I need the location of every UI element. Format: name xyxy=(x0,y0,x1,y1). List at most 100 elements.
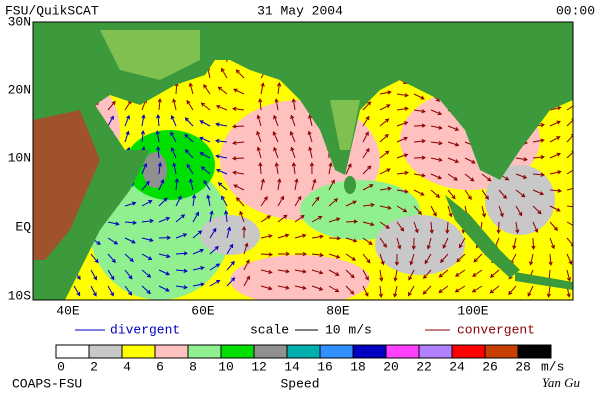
wind-arrow xyxy=(215,154,228,159)
wind-arrow xyxy=(566,269,572,282)
wind-arrow xyxy=(221,195,228,207)
wind-arrow xyxy=(274,98,279,111)
wind-arrow xyxy=(239,210,245,223)
wind-arrow xyxy=(413,139,426,144)
wind-arrow xyxy=(258,161,263,175)
wind-arrow xyxy=(203,179,211,191)
wind-arrow xyxy=(175,233,188,239)
wind-arrow xyxy=(413,93,425,100)
color-box xyxy=(220,344,255,359)
wind-arrow xyxy=(289,130,296,143)
island xyxy=(344,176,356,194)
wind-arrow xyxy=(256,114,262,127)
wind-arrow xyxy=(512,237,517,250)
wind-arrow xyxy=(277,178,282,191)
wind-arrow xyxy=(256,146,262,159)
wind-arrow xyxy=(107,253,116,264)
wind-arrow xyxy=(209,279,221,287)
wind-arrow xyxy=(413,123,427,128)
wind-arrow xyxy=(141,253,153,261)
wind-arrow xyxy=(549,170,562,175)
wind-arrow xyxy=(345,163,352,175)
wind-arrow xyxy=(396,205,408,213)
color-box xyxy=(484,344,519,359)
wind-arrow xyxy=(549,152,561,159)
wind-arrow xyxy=(566,205,573,208)
wind-arrow xyxy=(141,285,151,295)
wind-arrow xyxy=(107,100,116,111)
wind-arrow xyxy=(379,253,385,266)
wind-arrow xyxy=(290,114,296,127)
wind-arrow xyxy=(124,237,136,244)
wind-arrow xyxy=(200,102,211,111)
wind-arrow xyxy=(294,195,302,207)
wind-arrow xyxy=(430,173,443,180)
wind-arrow xyxy=(393,269,398,282)
wind-arrow xyxy=(158,269,170,276)
wind-arrow xyxy=(124,220,137,225)
wind-arrow xyxy=(141,269,152,278)
colorbar-tick-label: 24 xyxy=(449,359,465,374)
wind-arrow xyxy=(496,221,501,235)
wind-arrow xyxy=(124,114,130,127)
wind-arrow xyxy=(515,157,528,162)
wind-arrow xyxy=(192,266,205,271)
wind-arrow xyxy=(200,166,211,175)
wind-arrow xyxy=(170,131,177,143)
wind-arrow xyxy=(272,131,279,143)
wind-arrow xyxy=(396,189,409,194)
legend-scale: scale xyxy=(250,322,289,337)
wind-arrow xyxy=(189,178,194,191)
wind-arrow xyxy=(170,114,177,127)
wind-arrow xyxy=(362,253,371,264)
color-box xyxy=(154,344,189,359)
color-box xyxy=(286,344,321,359)
wind-arrow xyxy=(140,130,146,143)
wind-arrow xyxy=(290,146,296,159)
wind-arrow xyxy=(260,215,272,223)
wind-arrow xyxy=(430,125,443,130)
wind-arrow xyxy=(175,285,188,290)
speed-patch xyxy=(375,215,465,275)
wind-arrow xyxy=(549,120,561,127)
wind-arrow xyxy=(224,210,229,223)
wind-arrow xyxy=(532,205,542,215)
wind-arrow xyxy=(532,221,539,234)
wind-arrow xyxy=(260,269,273,274)
wind-arrow xyxy=(294,233,307,239)
colorbar-tick-label: 20 xyxy=(383,359,399,374)
wind-arrow xyxy=(124,130,130,143)
wind-arrow xyxy=(362,115,370,127)
island xyxy=(445,195,520,278)
wind-arrow xyxy=(141,200,153,207)
lon-label: 60E xyxy=(191,303,215,318)
wind-arrow xyxy=(156,114,161,127)
author: Yan Gu xyxy=(542,375,581,390)
wind-arrow xyxy=(328,236,342,241)
lon-label: 100E xyxy=(457,303,488,318)
wind-arrow xyxy=(362,165,372,175)
org: COAPS-FSU xyxy=(12,376,82,391)
wind-arrow xyxy=(308,114,313,127)
wind-arrow xyxy=(379,118,390,127)
wind-arrow xyxy=(235,197,245,207)
color-box xyxy=(55,344,90,359)
wind-arrow xyxy=(440,253,449,264)
wind-arrow xyxy=(430,205,437,217)
wind-arrow xyxy=(156,146,161,159)
wind-arrow xyxy=(379,269,384,282)
wind-arrow xyxy=(258,98,263,111)
wind-arrow xyxy=(442,237,449,249)
wind-arrow xyxy=(430,141,443,146)
wind-arrow xyxy=(90,269,97,281)
wind-arrow xyxy=(471,285,483,293)
wind-arrow xyxy=(481,173,492,182)
wind-arrow xyxy=(158,285,170,292)
wind-arrow xyxy=(527,285,534,297)
colorbar-tick-label: 4 xyxy=(123,359,131,374)
colorbar-title: Speed xyxy=(280,376,319,391)
land xyxy=(215,22,573,180)
wind-arrow xyxy=(413,205,422,216)
wind-arrow xyxy=(548,253,553,267)
wind-arrow xyxy=(328,285,340,293)
